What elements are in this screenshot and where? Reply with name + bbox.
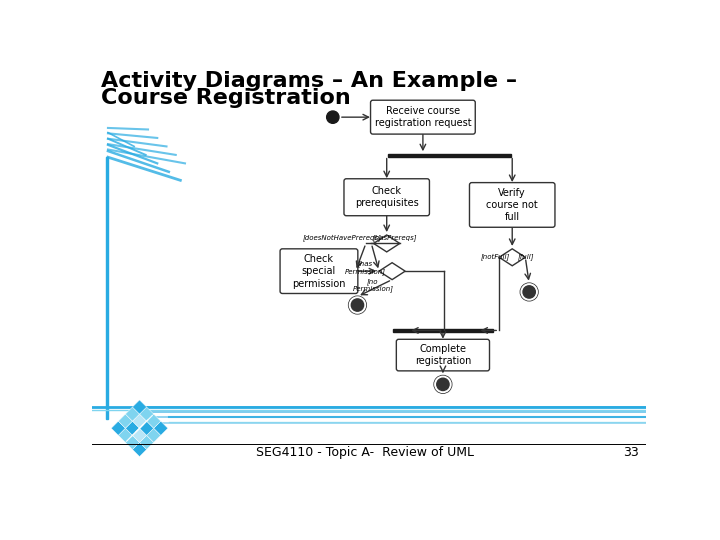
Text: Activity Diagrams – An Example –: Activity Diagrams – An Example – <box>101 71 517 91</box>
Circle shape <box>327 111 339 123</box>
Text: [doesNotHavePrereqs]: [doesNotHavePrereqs] <box>302 234 382 241</box>
Polygon shape <box>125 407 140 421</box>
Circle shape <box>437 378 449 390</box>
Polygon shape <box>147 428 161 442</box>
Text: 33: 33 <box>623 447 639 460</box>
Text: Check
special
permission: Check special permission <box>292 254 346 288</box>
Text: Check
prerequisites: Check prerequisites <box>355 186 418 208</box>
FancyBboxPatch shape <box>280 249 358 294</box>
Polygon shape <box>132 428 147 442</box>
Polygon shape <box>132 414 147 428</box>
Polygon shape <box>379 262 405 280</box>
FancyBboxPatch shape <box>469 183 555 227</box>
Circle shape <box>349 297 366 313</box>
Polygon shape <box>125 435 140 449</box>
Circle shape <box>351 299 364 311</box>
Polygon shape <box>118 428 132 442</box>
Bar <box>106 157 108 419</box>
Text: [has
Permission]: [has Permission] <box>345 260 386 274</box>
Polygon shape <box>147 414 161 428</box>
Circle shape <box>521 283 538 301</box>
Polygon shape <box>153 421 168 435</box>
Circle shape <box>523 286 535 298</box>
Text: Verify
course not
full: Verify course not full <box>486 187 538 222</box>
Polygon shape <box>132 442 147 456</box>
FancyBboxPatch shape <box>396 339 490 371</box>
Text: SEG4110 - Topic A-  Review of UML: SEG4110 - Topic A- Review of UML <box>256 447 474 460</box>
Polygon shape <box>118 414 132 428</box>
Polygon shape <box>499 249 526 266</box>
Circle shape <box>435 376 451 393</box>
Polygon shape <box>125 421 140 435</box>
Polygon shape <box>140 435 153 449</box>
Bar <box>393 329 493 332</box>
Text: [no
Permission]: [no Permission] <box>352 278 393 292</box>
Circle shape <box>521 284 537 300</box>
Polygon shape <box>132 400 147 414</box>
Polygon shape <box>374 235 400 252</box>
Text: Complete
registration: Complete registration <box>415 344 471 366</box>
FancyBboxPatch shape <box>344 179 429 215</box>
Circle shape <box>348 296 366 314</box>
Polygon shape <box>140 421 153 435</box>
Text: [notFull]: [notFull] <box>481 253 510 260</box>
Bar <box>388 154 511 157</box>
Text: Receive course
registration request: Receive course registration request <box>374 106 471 129</box>
Circle shape <box>434 375 451 393</box>
Polygon shape <box>111 421 125 435</box>
Text: [full]: [full] <box>518 253 534 260</box>
Text: Course Registration: Course Registration <box>101 88 351 108</box>
Text: [hasPrereqs]: [hasPrereqs] <box>373 234 418 241</box>
FancyBboxPatch shape <box>371 100 475 134</box>
Polygon shape <box>140 407 153 421</box>
